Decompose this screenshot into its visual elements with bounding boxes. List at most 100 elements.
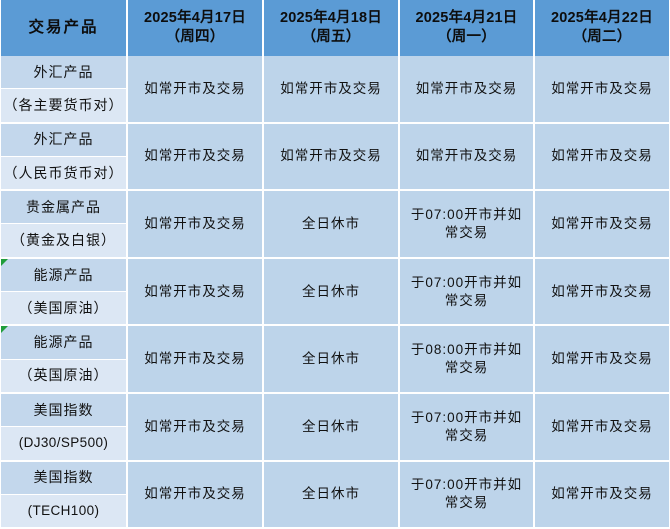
status-text: 全日休市 <box>302 418 360 434</box>
status-cell-2025-04-22: 如常开市及交易 <box>534 56 669 124</box>
product-name: 贵金属产品 <box>1 191 126 225</box>
status-text: 如常开市及交易 <box>144 80 246 96</box>
column-header-2025-04-21: 2025年4月21日 （周一） <box>399 0 535 56</box>
status-text: 如常开市及交易 <box>144 418 246 434</box>
status-text: 如常开市及交易 <box>280 148 382 164</box>
product-subtitle: （各主要货币对） <box>1 89 126 122</box>
status-text: 全日休市 <box>302 351 360 367</box>
product-cell: 能源产品 （英国原油） <box>1 325 128 394</box>
column-header-product-label: 交易产品 <box>28 19 99 37</box>
status-cell-2025-04-21: 于07:00开市并如常交易 <box>399 190 535 259</box>
product-subtitle: (DJ30/SP500) <box>1 427 126 460</box>
status-text: 如常开市及交易 <box>551 418 653 434</box>
status-cell-2025-04-18: 全日休市 <box>263 392 400 462</box>
table-header: 交易产品 2025年4月17日 （周四） 2025年4月18日 （周五） 202… <box>1 0 669 56</box>
status-text: 于07:00开市并如常交易 <box>410 274 523 308</box>
status-text: 如常开市及交易 <box>551 283 653 299</box>
status-cell-2025-04-21: 于08:00开市并如常交易 <box>399 325 535 394</box>
status-text: 如常开市及交易 <box>551 351 653 367</box>
status-cell-2025-04-21: 于07:00开市并如常交易 <box>399 460 535 529</box>
product-cell: 贵金属产品 （黄金及白银） <box>1 190 128 259</box>
product-name: 美国指数 <box>1 461 126 495</box>
status-text: 如常开市及交易 <box>280 80 382 96</box>
status-text: 于07:00开市并如常交易 <box>410 477 523 511</box>
status-cell-2025-04-22: 如常开市及交易 <box>534 190 669 259</box>
product-cell: 外汇产品 （各主要货币对） <box>1 56 128 124</box>
product-cell: 外汇产品 （人民币货币对） <box>1 122 128 192</box>
column-header-date-line1: 2025年4月17日 <box>144 10 246 27</box>
status-text: 于07:00开市并如常交易 <box>410 409 523 443</box>
status-cell-2025-04-21: 于07:00开市并如常交易 <box>399 392 535 462</box>
table-row: 能源产品 （英国原油） 如常开市及交易 全日休市 于08:00开市并如常交易 如… <box>1 325 669 394</box>
status-cell-2025-04-17: 如常开市及交易 <box>127 56 264 124</box>
column-header-2025-04-22: 2025年4月22日 （周二） <box>534 0 669 56</box>
status-cell-2025-04-17: 如常开市及交易 <box>127 190 264 259</box>
status-text: 如常开市及交易 <box>415 148 518 164</box>
product-subtitle: （黄金及白银） <box>1 224 126 257</box>
column-header-date-line2: （周四） <box>165 29 225 45</box>
comment-flag-icon <box>1 326 8 334</box>
product-name: 美国指数 <box>1 393 126 428</box>
status-text: 如常开市及交易 <box>144 148 246 164</box>
product-name: 外汇产品 <box>1 123 126 157</box>
status-text: 全日休市 <box>302 215 360 231</box>
status-cell-2025-04-17: 如常开市及交易 <box>127 392 264 462</box>
status-cell-2025-04-21: 如常开市及交易 <box>399 122 535 192</box>
status-cell-2025-04-17: 如常开市及交易 <box>127 122 264 192</box>
status-text: 如常开市及交易 <box>551 215 653 231</box>
status-cell-2025-04-21: 于07:00开市并如常交易 <box>399 257 535 327</box>
column-header-date-line2: （周二） <box>572 29 632 45</box>
status-text: 于07:00开市并如常交易 <box>410 206 523 240</box>
status-cell-2025-04-18: 如常开市及交易 <box>263 56 400 124</box>
header-row: 交易产品 2025年4月17日 （周四） 2025年4月18日 （周五） 202… <box>1 0 669 56</box>
product-name: 能源产品 <box>1 258 126 293</box>
column-header-date-line2: （周一） <box>437 29 496 45</box>
status-text: 如常开市及交易 <box>144 486 246 502</box>
status-text: 如常开市及交易 <box>144 283 246 299</box>
status-cell-2025-04-17: 如常开市及交易 <box>127 460 264 529</box>
column-header-date-line1: 2025年4月22日 <box>551 10 653 27</box>
table-row: 美国指数 (TECH100) 如常开市及交易 全日休市 于07:00开市并如常交… <box>1 460 669 529</box>
column-header-product: 交易产品 <box>1 0 128 56</box>
product-cell: 美国指数 (TECH100) <box>1 460 128 529</box>
status-cell-2025-04-22: 如常开市及交易 <box>534 460 669 529</box>
status-cell-2025-04-18: 如常开市及交易 <box>263 122 400 192</box>
status-cell-2025-04-22: 如常开市及交易 <box>534 325 669 394</box>
status-text: 如常开市及交易 <box>551 80 653 96</box>
status-text: 全日休市 <box>302 283 360 299</box>
status-cell-2025-04-18: 全日休市 <box>263 257 400 327</box>
column-header-2025-04-18: 2025年4月18日 （周五） <box>263 0 400 56</box>
column-header-date-line2: （周五） <box>301 29 361 45</box>
status-cell-2025-04-17: 如常开市及交易 <box>127 257 264 327</box>
column-header-date-line1: 2025年4月21日 <box>415 10 518 27</box>
table-row: 美国指数 (DJ30/SP500) 如常开市及交易 全日休市 于07:00开市并… <box>1 392 669 462</box>
table-row: 贵金属产品 （黄金及白银） 如常开市及交易 全日休市 于07:00开市并如常交易… <box>1 190 669 259</box>
product-subtitle: （英国原油） <box>1 359 126 392</box>
status-cell-2025-04-21: 如常开市及交易 <box>399 56 535 124</box>
table-body: 外汇产品 （各主要货币对） 如常开市及交易 如常开市及交易 如常开市及交易 如常… <box>1 56 669 529</box>
product-subtitle: （美国原油） <box>1 292 126 325</box>
status-text: 如常开市及交易 <box>551 148 653 164</box>
product-cell: 美国指数 (DJ30/SP500) <box>1 392 128 462</box>
comment-flag-icon <box>1 258 8 266</box>
status-text: 如常开市及交易 <box>415 80 518 96</box>
status-cell-2025-04-22: 如常开市及交易 <box>534 122 669 192</box>
status-text: 于08:00开市并如常交易 <box>410 342 523 376</box>
product-name: 能源产品 <box>1 326 126 360</box>
status-text: 如常开市及交易 <box>551 486 653 502</box>
status-cell-2025-04-17: 如常开市及交易 <box>127 325 264 394</box>
product-name: 外汇产品 <box>1 56 126 90</box>
table-row: 能源产品 （美国原油） 如常开市及交易 全日休市 于07:00开市并如常交易 如… <box>1 257 669 327</box>
status-text: 如常开市及交易 <box>144 351 246 367</box>
status-cell-2025-04-18: 全日休市 <box>263 325 400 394</box>
status-cell-2025-04-18: 全日休市 <box>263 190 400 259</box>
column-header-2025-04-17: 2025年4月17日 （周四） <box>127 0 264 56</box>
status-cell-2025-04-22: 如常开市及交易 <box>534 257 669 327</box>
status-text: 全日休市 <box>302 486 360 502</box>
product-cell: 能源产品 （美国原油） <box>1 257 128 327</box>
status-text: 如常开市及交易 <box>144 215 246 231</box>
table-row: 外汇产品 （各主要货币对） 如常开市及交易 如常开市及交易 如常开市及交易 如常… <box>1 56 669 124</box>
product-subtitle: （人民币货币对） <box>1 156 126 190</box>
status-cell-2025-04-18: 全日休市 <box>263 460 400 529</box>
